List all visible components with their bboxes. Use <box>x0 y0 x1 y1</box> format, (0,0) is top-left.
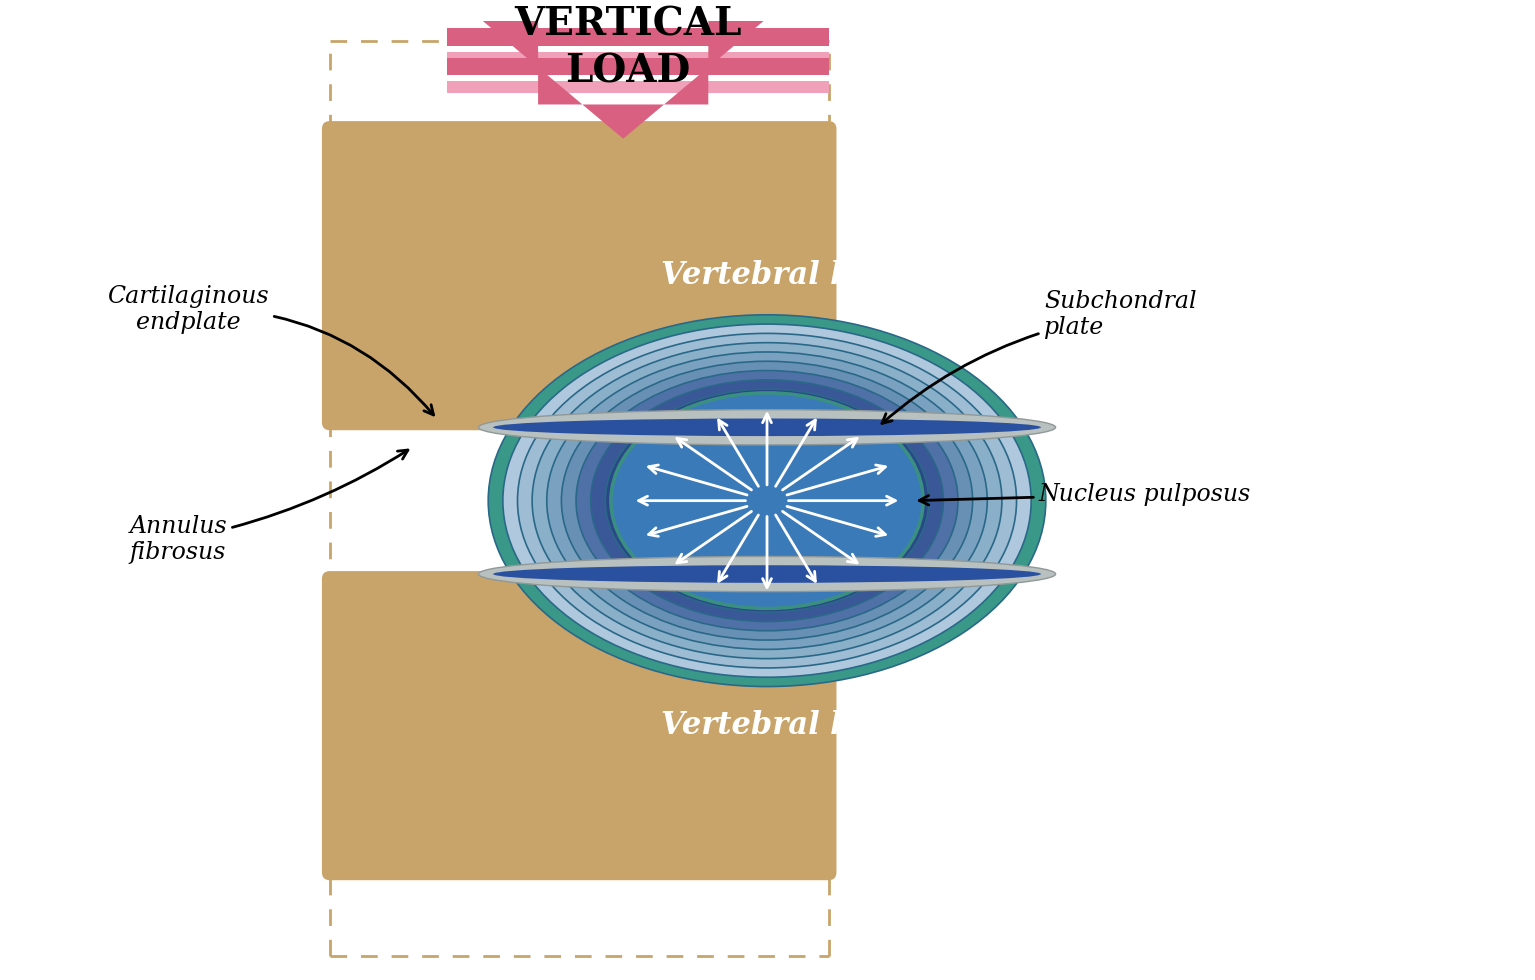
Text: Cartilaginous
endplate: Cartilaginous endplate <box>107 285 433 415</box>
FancyBboxPatch shape <box>322 571 837 880</box>
Bar <box>447 52 829 64</box>
Ellipse shape <box>533 343 1002 659</box>
Bar <box>447 81 829 93</box>
Ellipse shape <box>493 418 1041 436</box>
Text: Nucleus pulposus: Nucleus pulposus <box>919 483 1251 506</box>
Ellipse shape <box>493 565 1041 583</box>
Text: Subchondral
plate: Subchondral plate <box>883 290 1196 423</box>
Text: Annulus
fibrosus: Annulus fibrosus <box>129 450 408 564</box>
Ellipse shape <box>591 380 944 621</box>
Bar <box>447 28 829 46</box>
Ellipse shape <box>605 389 929 612</box>
Bar <box>447 58 829 75</box>
FancyBboxPatch shape <box>322 122 837 430</box>
Ellipse shape <box>503 324 1032 677</box>
Ellipse shape <box>488 315 1045 687</box>
Ellipse shape <box>479 557 1056 592</box>
Text: VERTICAL
LOAD: VERTICAL LOAD <box>514 6 741 91</box>
Text: Vertebral body: Vertebral body <box>662 710 912 741</box>
Text: Vertebral body: Vertebral body <box>662 260 912 291</box>
Ellipse shape <box>517 333 1016 668</box>
Ellipse shape <box>611 393 923 609</box>
Ellipse shape <box>562 362 973 640</box>
Ellipse shape <box>576 370 958 631</box>
Ellipse shape <box>546 352 987 650</box>
Ellipse shape <box>479 410 1056 445</box>
Polygon shape <box>471 12 775 139</box>
